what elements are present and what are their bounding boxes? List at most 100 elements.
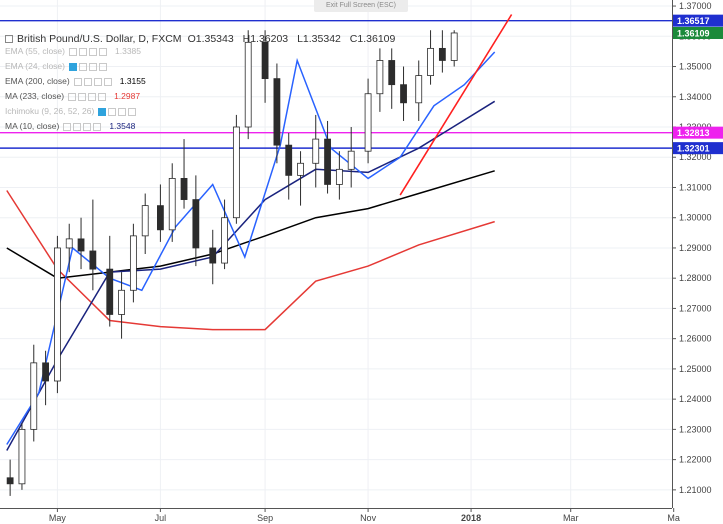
exit-fullscreen-button[interactable]: Exit Full Screen (ESC) <box>314 0 408 12</box>
price-tick-label: 1.23000 <box>679 424 712 434</box>
visibility-icon[interactable] <box>69 47 77 56</box>
more-icon[interactable] <box>99 47 107 56</box>
candle-body <box>400 84 407 104</box>
ohlc-values: O1.35343 H1.36203 L1.35342 C1.36109 <box>182 33 396 45</box>
open-value: O1.35343 <box>187 33 234 45</box>
candle-body <box>106 268 114 315</box>
candle-body <box>30 362 38 430</box>
high-value: H1.36203 <box>242 33 289 45</box>
candle-body <box>89 250 97 270</box>
settings-icon[interactable] <box>73 122 82 131</box>
time-axis[interactable]: May Jul Sep Nov 2018 Mar Ma <box>0 508 680 524</box>
price-tick-label: 1.22000 <box>679 455 712 465</box>
price-tick-label: 1.28000 <box>679 273 712 283</box>
settings-icon[interactable] <box>108 107 117 116</box>
time-tick-label: 2018 <box>461 513 481 523</box>
candle-body <box>157 205 164 231</box>
visibility-icon[interactable] <box>68 92 77 101</box>
close-icon[interactable] <box>89 47 97 56</box>
candle-body <box>18 428 26 485</box>
candle-body <box>118 289 125 315</box>
close-icon[interactable] <box>88 92 97 101</box>
trendline[interactable] <box>399 14 513 196</box>
candle-body <box>347 150 355 170</box>
legend-value: 1.3155 <box>119 76 146 86</box>
legend-label: MA (10, close) <box>5 121 60 131</box>
indicator-line <box>6 100 496 451</box>
candle-body <box>192 199 200 249</box>
more-icon[interactable] <box>99 62 107 71</box>
price-tick-label: 1.29000 <box>679 243 712 253</box>
candle-body <box>141 205 149 237</box>
price-tick-label: 1.21000 <box>679 485 712 495</box>
price-tick-label: 1.26000 <box>679 334 712 344</box>
price-axis-bg <box>672 0 723 524</box>
candle-body <box>427 47 434 76</box>
legend-row[interactable]: EMA (200, close) 1.3155 <box>5 74 146 89</box>
candle-body <box>209 247 217 264</box>
candle-body <box>415 75 423 104</box>
legend-label: EMA (200, close) <box>5 76 70 86</box>
candle-body <box>364 93 372 152</box>
price-axis[interactable]: 1.370001.360001.350001.340001.330001.320… <box>672 0 723 524</box>
collapse-icon[interactable] <box>5 35 13 43</box>
candle-body <box>450 32 458 61</box>
symbol-title: British Pound/U.S. Dollar, D, FXCM <box>17 33 182 45</box>
price-tick-label: 1.35000 <box>679 62 712 72</box>
time-tick-label: Ma <box>667 513 680 523</box>
legend-row[interactable]: MA (10, close) 1.3548 <box>5 119 146 134</box>
time-tick-label: Sep <box>257 513 273 523</box>
visibility-icon[interactable] <box>98 107 107 116</box>
candle-body <box>335 168 343 185</box>
legend-row[interactable]: MA (233, close) 1.2987 <box>5 89 146 104</box>
legend-label: MA (233, close) <box>5 91 65 101</box>
candle-body <box>6 477 14 485</box>
candle-body <box>180 178 188 200</box>
candle-body <box>232 126 240 219</box>
legend-label: EMA (24, close) <box>5 61 65 71</box>
legend-row[interactable]: EMA (24, close) <box>5 59 146 74</box>
price-tag-bg <box>673 14 723 27</box>
more-icon[interactable] <box>103 77 112 86</box>
close-icon[interactable] <box>118 107 127 116</box>
price-tick-label: 1.24000 <box>679 394 712 404</box>
time-tick-label: May <box>49 513 67 523</box>
indicator-line <box>6 170 495 279</box>
trendline-segment[interactable] <box>399 14 513 196</box>
indicator-line <box>6 190 495 331</box>
price-tag-bg <box>673 126 723 139</box>
time-tick-label: Nov <box>360 513 377 523</box>
settings-icon[interactable] <box>79 62 87 71</box>
more-icon[interactable] <box>93 122 102 131</box>
close-icon[interactable] <box>83 122 92 131</box>
candle-body <box>129 235 137 291</box>
candlestick-series <box>6 30 458 496</box>
candle-body <box>65 238 73 249</box>
close-icon[interactable] <box>89 62 97 71</box>
settings-icon[interactable] <box>79 47 87 56</box>
more-icon[interactable] <box>98 92 107 101</box>
visibility-icon[interactable] <box>69 62 77 71</box>
legend-row[interactable]: EMA (55, close) 1.3385 <box>5 44 146 59</box>
candle-body <box>388 60 396 86</box>
price-tag-label: 1.32813 <box>677 128 710 138</box>
legend-value: 1.2987 <box>114 91 141 101</box>
candle-body <box>244 41 252 128</box>
price-tag-label: 1.36109 <box>677 28 710 38</box>
visibility-icon[interactable] <box>63 122 72 131</box>
close-icon[interactable] <box>93 77 102 86</box>
horizontal-level-lines <box>0 19 672 149</box>
candle-body <box>312 138 320 164</box>
candle-body <box>54 247 61 382</box>
legend-label: Ichimoku (9, 26, 52, 26) <box>5 106 95 116</box>
settings-icon[interactable] <box>78 92 87 101</box>
candle-body <box>438 47 446 61</box>
candle-body <box>221 217 228 264</box>
settings-icon[interactable] <box>83 77 92 86</box>
legend-row[interactable]: Ichimoku (9, 26, 52, 26) <box>5 104 146 119</box>
price-labels: 1.36517 1.36109 1.32813 1.32301 <box>673 14 723 155</box>
visibility-icon[interactable] <box>73 77 82 86</box>
price-tick-label: 1.37000 <box>679 1 712 11</box>
more-icon[interactable] <box>128 107 137 116</box>
